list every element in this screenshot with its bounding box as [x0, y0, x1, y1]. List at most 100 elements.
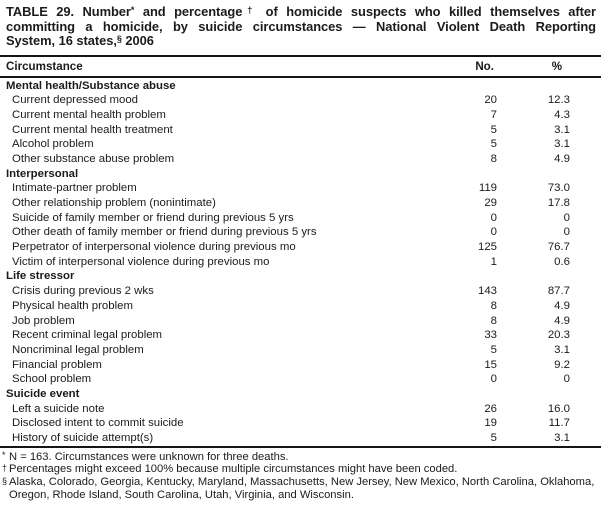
row-number: 20 [484, 94, 497, 107]
row-number: 29 [484, 197, 497, 209]
table-title-line: System, 16 states,§ 2006 [6, 33, 154, 49]
row-label: Noncriminal legal problem [12, 343, 144, 356]
row-number: 8 [490, 314, 497, 327]
row-percent: 4.9 [554, 152, 570, 165]
row-percent [497, 269, 570, 284]
row-number: 1 [490, 255, 497, 268]
footnote-marker: § [116, 34, 122, 45]
footer-rule [0, 445, 601, 449]
row-label: Interpersonal [6, 167, 79, 180]
row-label: Mental health/Substance abuse [6, 79, 176, 92]
row-percent: 73.0 [547, 182, 570, 195]
footnote: * N = 163. Circumstances were unknown for… [0, 450, 597, 464]
row-number [437, 79, 497, 94]
table-title-line: committing a homicide, by suicide circum… [6, 19, 596, 35]
row-number: 5 [490, 432, 497, 444]
row-number: 26 [484, 402, 497, 415]
footnotes: * N = 163. Circumstances were unknown for… [0, 450, 601, 503]
table-row: Job problem 8 4.9 [0, 314, 601, 329]
table-row: Alcohol problem 5 3.1 [0, 137, 601, 152]
table-row: Disclosed intent to commit suicide 19 11.7 [0, 416, 601, 431]
row-label: Suicide of family member or friend durin… [12, 211, 294, 224]
row-number: 19 [484, 417, 497, 430]
row-number: 8 [490, 152, 497, 165]
table-body: Mental health/Substance abuse Current dep… [0, 78, 601, 446]
row-label: Disclosed intent to commit suicide [12, 417, 184, 430]
column-header-circumstance: Circumstance [6, 59, 83, 73]
table-row: History of suicide attempt(s) 5 3.1 [0, 431, 601, 446]
row-number: 143 [477, 285, 497, 298]
row-label: Recent criminal legal problem [12, 329, 163, 342]
row-number: 5 [490, 343, 497, 356]
row-number [437, 269, 497, 284]
footnote-text: N = 163. Circumstances were unknown for … [9, 450, 289, 463]
row-percent: 3.1 [554, 123, 570, 136]
top-rule [0, 54, 601, 57]
table-header-row: Circumstance No. % [0, 57, 601, 76]
table-row: Noncriminal legal problem 5 3.1 [0, 343, 601, 358]
row-percent: 9.2 [554, 358, 570, 371]
row-label: Suicide event [6, 387, 80, 400]
row-label: Job problem [12, 314, 75, 327]
footnote-marker: * [130, 5, 135, 15]
table-row: Suicide of family member or friend durin… [0, 211, 601, 226]
row-number: 0 [490, 226, 497, 239]
row-percent: 3.1 [554, 432, 570, 444]
table-row: Current depressed mood 20 12.3 [0, 93, 601, 108]
row-percent: 4.3 [554, 108, 570, 121]
row-percent [497, 167, 570, 182]
row-number: 33 [484, 329, 497, 342]
row-number: 5 [490, 138, 497, 151]
row-label: Left a suicide note [12, 402, 105, 415]
table-row: Current mental health treatment 5 3.1 [0, 123, 601, 138]
row-percent: 0 [563, 226, 570, 239]
table-row: Intimate-partner problem 119 73.0 [0, 181, 601, 196]
footnote-marker: † [2, 462, 8, 473]
footnote-text: Percentages might exceed 100% because mu… [9, 463, 458, 476]
row-label: History of suicide attempt(s) [12, 432, 154, 444]
table-title: TABLE 29. Number* and percentage† of hom… [0, 4, 601, 50]
row-number: 125 [477, 241, 497, 254]
row-number: 0 [490, 211, 497, 224]
section-row: Interpersonal [0, 167, 601, 182]
column-header-number: No. [475, 59, 494, 73]
table-row: Left a suicide note 26 16.0 [0, 402, 601, 417]
footnote: † Percentages might exceed 100% because m… [0, 463, 597, 476]
row-label: Current mental health problem [12, 108, 166, 121]
footnote-text: Alaska, Colorado, Georgia, Kentucky, Mar… [9, 476, 595, 502]
row-number: 119 [478, 182, 497, 195]
row-percent: 0 [563, 373, 570, 386]
table-row: Physical health problem 8 4.9 [0, 299, 601, 314]
section-row: Life stressor [0, 269, 601, 284]
row-number [437, 167, 497, 182]
row-percent: 17.8 [547, 197, 570, 209]
footnote-marker: § [2, 475, 8, 486]
table-row: Other substance abuse problem 8 4.9 [0, 152, 601, 167]
column-header-percent: % [551, 59, 562, 73]
row-label: Other death of family member or friend d… [12, 226, 317, 239]
table-row: Other death of family member or friend d… [0, 225, 601, 240]
row-label: Crisis during previous 2 wks [12, 285, 154, 298]
row-label: Life stressor [6, 270, 75, 283]
row-percent [497, 387, 570, 402]
table-row: School problem 0 0 [0, 372, 601, 387]
table-row: Financial problem 15 9.2 [0, 358, 601, 373]
row-label: Physical health problem [12, 299, 133, 312]
row-label: School problem [12, 373, 92, 386]
table-row: Recent criminal legal problem 33 20.3 [0, 328, 601, 343]
table-row: Other relationship problem (nonintimate)… [0, 196, 601, 211]
row-label: Victim of interpersonal violence during … [12, 255, 270, 268]
row-percent: 4.9 [554, 299, 570, 312]
table-row: Perpetrator of interpersonal violence du… [0, 240, 601, 255]
row-number [437, 387, 497, 402]
row-label: Current depressed mood [12, 94, 138, 107]
table-row: Victim of interpersonal violence during … [0, 255, 601, 270]
table-row: Current mental health problem 7 4.3 [0, 108, 601, 123]
row-number: 5 [490, 123, 497, 136]
row-percent: 11.7 [548, 417, 570, 430]
row-percent: 0.6 [554, 255, 570, 268]
row-percent: 4.9 [554, 314, 570, 327]
row-number: 15 [484, 358, 497, 371]
row-percent: 12.3 [547, 94, 570, 107]
